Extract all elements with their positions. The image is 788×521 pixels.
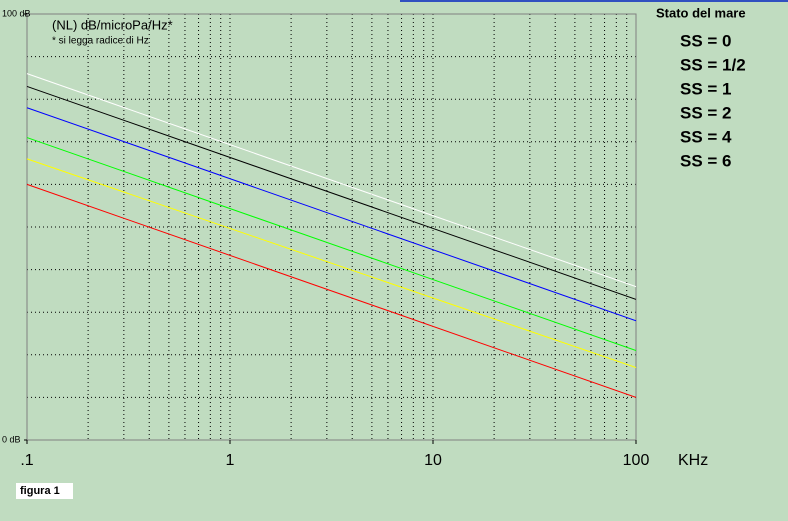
x-tick-label: 100: [623, 452, 650, 469]
legend-entry: SS = 6: [680, 151, 732, 170]
series-line: [26, 85, 637, 300]
series-line: [26, 183, 637, 398]
caption-box: [16, 483, 73, 499]
x-tick-label: .1: [20, 452, 33, 469]
plot-frame: [26, 13, 637, 441]
legend-entry: SS = 1: [680, 79, 732, 98]
series-line: [26, 73, 637, 288]
legend-entry: SS = 0: [680, 31, 732, 50]
x-tick-label: 1: [226, 452, 235, 469]
legend-entry: SS = 2: [680, 103, 732, 122]
legend-entry: SS = 4: [680, 127, 732, 146]
chart-subtitle: * si legga radice di Hz: [52, 36, 149, 47]
y-tick-label: 100 dB: [2, 8, 31, 18]
legend-entry: SS = 1/2: [680, 55, 746, 74]
x-axis-label: KHz: [678, 452, 708, 469]
series-line: [26, 158, 637, 369]
series-line: [26, 137, 637, 352]
legend-title: Stato del mare: [656, 5, 746, 20]
chart-title: (NL) dB/microPa/Hz*: [52, 17, 173, 32]
caption: figura 1: [20, 485, 60, 497]
y-tick-label: 0 dB: [2, 434, 21, 444]
series-line: [26, 107, 637, 322]
x-tick-label: 10: [424, 452, 442, 469]
